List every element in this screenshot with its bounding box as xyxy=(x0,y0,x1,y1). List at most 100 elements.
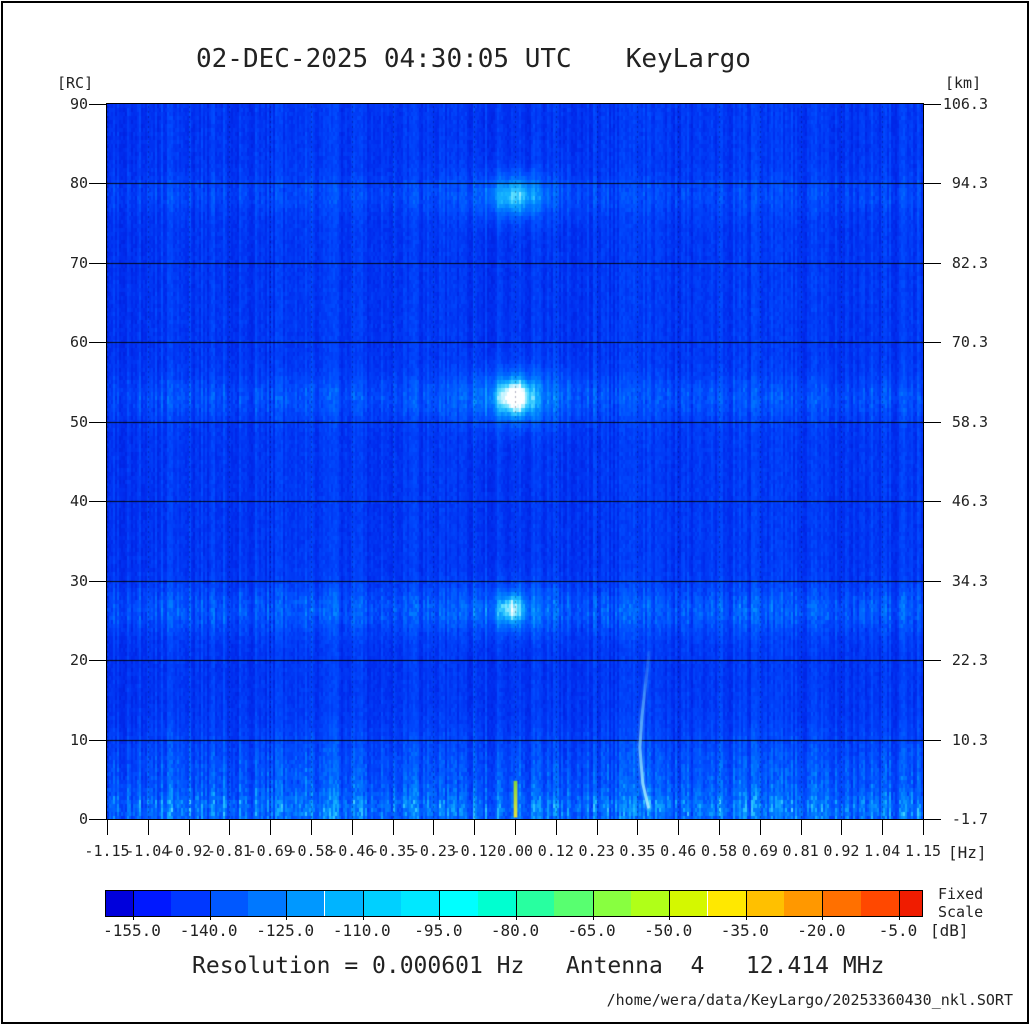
x-axis-tick-label: -0.58 xyxy=(288,842,334,860)
colorbar xyxy=(105,890,923,920)
x-axis-tick-mark xyxy=(515,820,516,835)
x-axis-tick-mark xyxy=(270,820,272,835)
right-axis-tick-label: 106.3 xyxy=(942,95,988,113)
right-axis-tick-label: 82.3 xyxy=(951,253,988,272)
colorbar-scale-label-line1: Fixed xyxy=(938,885,984,903)
x-axis-tick-mark xyxy=(882,820,884,835)
spectrogram-canvas xyxy=(107,104,923,819)
x-axis-tick-mark xyxy=(311,820,312,835)
x-axis-tick-label: 0.69 xyxy=(741,842,778,860)
colorbar-segment xyxy=(669,891,708,916)
x-axis-tick-mark xyxy=(433,820,435,835)
left-axis-tick-mark xyxy=(89,183,107,185)
colorbar-segment xyxy=(554,891,593,916)
x-axis-tick-label: 0.58 xyxy=(700,842,738,860)
colorbar-scale-label-line2: Scale xyxy=(938,903,984,921)
colorbar-tick-label: -50.0 xyxy=(644,921,693,940)
x-axis-tick-mark xyxy=(923,820,924,835)
right-axis-tick-mark xyxy=(923,501,941,503)
x-axis-tick-mark xyxy=(596,820,598,835)
colorbar-tick-mark xyxy=(592,891,594,920)
x-axis-tick-label: -0.69 xyxy=(247,842,293,860)
colorbar-segment xyxy=(324,891,363,916)
left-axis-tick-mark xyxy=(89,660,107,662)
left-axis-unit: [RC] xyxy=(57,74,94,92)
x-axis-tick-mark xyxy=(678,820,680,835)
colorbar-segment xyxy=(707,891,746,916)
colorbar-tick-label: -155.0 xyxy=(103,921,161,940)
x-axis-tick-mark xyxy=(107,820,108,835)
colorbar-segment xyxy=(630,891,670,916)
left-axis-tick-mark xyxy=(89,501,107,503)
colorbar-tick-label: -65.0 xyxy=(567,921,616,940)
x-axis-tick-label: -0.12 xyxy=(451,842,497,860)
x-axis-tick-label: 1.15 xyxy=(904,842,942,860)
x-axis-tick-label: 0.46 xyxy=(660,842,697,860)
x-axis-tick-label: 0.81 xyxy=(782,842,819,860)
right-axis-tick-mark xyxy=(923,421,941,423)
colorbar-segment xyxy=(822,891,861,916)
colorbar-tick-mark xyxy=(362,891,364,920)
left-axis-tick-label: 60 xyxy=(69,333,88,352)
right-axis-tick-label: 58.3 xyxy=(951,412,988,431)
x-axis-tick-label: -0.35 xyxy=(370,842,416,860)
x-axis-tick-mark xyxy=(841,820,843,835)
x-axis-tick-mark xyxy=(351,820,353,835)
right-axis-tick-label: 70.3 xyxy=(951,333,988,352)
left-axis-tick-mark xyxy=(89,421,107,423)
x-axis-tick-mark xyxy=(147,820,149,835)
x-axis-tick-label: -0.81 xyxy=(206,842,252,860)
colorbar-tick-label: -80.0 xyxy=(490,921,540,940)
left-axis-tick-label: 20 xyxy=(69,651,88,670)
left-axis-tick-mark xyxy=(89,819,107,820)
x-axis-tick-label: -0.23 xyxy=(410,842,456,860)
colorbar-segment xyxy=(133,891,172,916)
x-axis-tick-label: -0.92 xyxy=(166,842,212,860)
right-axis-tick-mark xyxy=(923,183,941,185)
x-axis-tick-mark xyxy=(229,820,231,835)
right-axis-tick-mark xyxy=(923,342,941,344)
colorbar-tick-label: -95.0 xyxy=(414,921,463,940)
colorbar-tick-mark xyxy=(133,891,134,920)
colorbar-segment xyxy=(439,891,478,916)
x-axis-tick-mark xyxy=(759,820,761,835)
footer-file-path: /home/wera/data/KeyLargo/20253360430_nkl… xyxy=(606,991,1013,1009)
colorbar-tick-mark xyxy=(439,891,441,920)
colorbar-segment xyxy=(592,891,631,916)
x-axis-tick-label: 0.92 xyxy=(823,842,860,860)
colorbar-segment xyxy=(477,891,516,916)
x-axis-unit: [Hz] xyxy=(948,843,987,862)
colorbar-tick-mark xyxy=(516,891,517,920)
left-axis-tick-mark xyxy=(89,104,107,105)
x-axis-tick-label: 0.35 xyxy=(619,842,656,860)
right-axis-tick-mark xyxy=(923,660,941,662)
colorbar-segment xyxy=(745,891,785,916)
right-axis-tick-label: -1.7 xyxy=(951,810,988,828)
left-axis-tick-label: 70 xyxy=(69,253,88,272)
right-axis-tick-label: 34.3 xyxy=(951,571,988,590)
left-axis-tick-label: 30 xyxy=(69,571,88,590)
x-axis-tick-mark xyxy=(555,820,557,835)
left-axis-tick-label: 90 xyxy=(69,95,88,113)
left-axis-tick-label: 0 xyxy=(78,810,88,828)
colorbar-segment xyxy=(784,891,823,916)
colorbar-tick-label: -35.0 xyxy=(720,921,769,940)
colorbar-tick-label: -20.0 xyxy=(797,921,846,940)
colorbar-tick-label: -125.0 xyxy=(256,921,315,940)
x-axis-tick-mark xyxy=(637,820,639,835)
x-axis-tick-label: 0.23 xyxy=(578,842,615,860)
left-axis-tick-label: 40 xyxy=(69,492,88,511)
colorbar-unit-label: [dB] xyxy=(930,921,969,940)
x-axis-tick-label: -0.46 xyxy=(329,842,375,860)
right-axis-tick-mark xyxy=(923,580,941,582)
colorbar-segment xyxy=(899,891,922,916)
left-axis-tick-mark xyxy=(89,739,107,741)
title-datetime: 02-DEC-2025 04:30:05 UTC xyxy=(196,44,572,74)
left-axis-tick-mark xyxy=(89,580,107,582)
colorbar-tick-mark xyxy=(822,891,824,920)
colorbar-tick-mark xyxy=(669,891,671,920)
colorbar-segment xyxy=(106,891,133,916)
colorbar-segment xyxy=(860,891,899,916)
right-axis-unit: [km] xyxy=(945,74,982,92)
